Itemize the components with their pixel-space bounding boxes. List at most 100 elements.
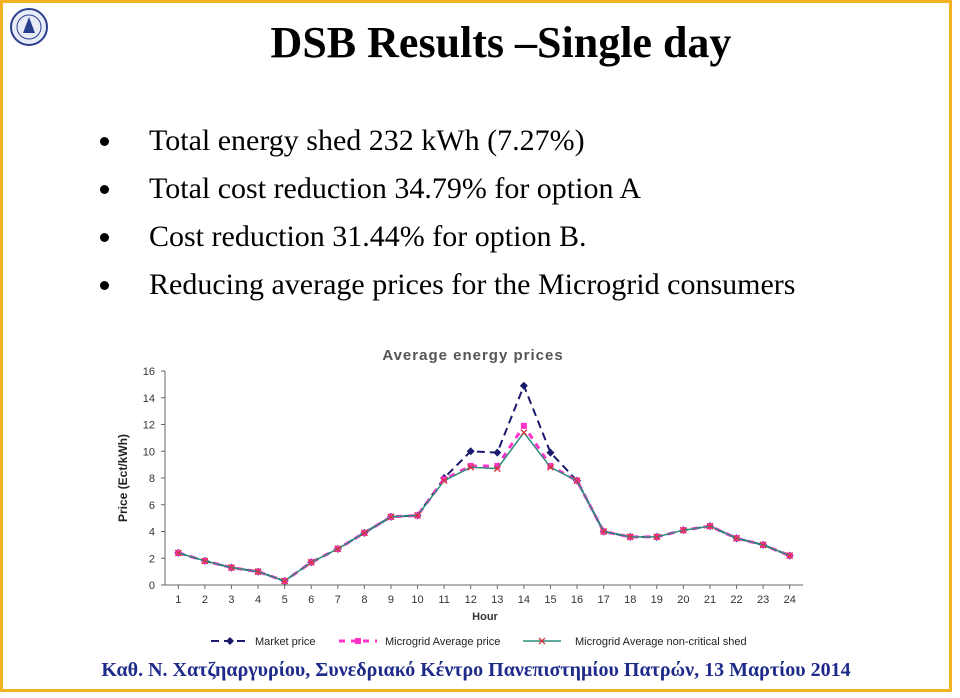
- x-tick-label: 6: [308, 594, 314, 606]
- x-tick-label: 11: [438, 594, 449, 606]
- data-point: [440, 477, 448, 485]
- x-tick-label: 17: [598, 594, 610, 606]
- y-tick-label: 16: [143, 366, 155, 378]
- data-point: [538, 637, 546, 645]
- series-line: [178, 431, 790, 582]
- bullet-dot-icon: [100, 137, 109, 146]
- x-tick-label: 3: [228, 594, 234, 606]
- x-tick-label: 18: [624, 594, 636, 606]
- data-point: [547, 462, 554, 469]
- legend-item: Microgrid Average non-critical shed: [523, 636, 747, 648]
- series-line: [177, 423, 791, 583]
- x-tick-label: 22: [730, 594, 742, 606]
- x-tick-label: 20: [677, 594, 689, 606]
- data-point: [441, 476, 448, 483]
- x-axis-label: Hour: [472, 611, 498, 623]
- y-tick-label: 14: [143, 393, 155, 405]
- data-point: [281, 577, 289, 585]
- data-point: [573, 477, 581, 485]
- x-tick-label: 16: [571, 594, 583, 606]
- data-point: [494, 462, 501, 469]
- data-point: [227, 564, 235, 572]
- data-point: [679, 526, 687, 534]
- legend-label: Microgrid Average price: [385, 636, 500, 648]
- y-tick-label: 10: [143, 446, 155, 458]
- data-point: [519, 381, 528, 390]
- bullet-text: Reducing average prices for the Microgri…: [149, 268, 796, 301]
- data-point: [467, 462, 474, 469]
- x-tick-label: 1: [175, 594, 181, 606]
- data-point: [626, 533, 634, 541]
- data-point: [600, 528, 608, 535]
- series-1: [174, 381, 794, 585]
- x-tick-label: 7: [335, 594, 341, 606]
- x-tick-label: 2: [202, 594, 208, 606]
- data-point: [493, 465, 501, 473]
- data-point: [546, 448, 555, 457]
- x-tick-label: 8: [361, 594, 367, 606]
- data-point: [174, 549, 182, 557]
- legend-label: Microgrid Average non-critical shed: [575, 636, 747, 648]
- bullet-item: Cost reduction 31.44% for option B.: [95, 213, 795, 261]
- x-tick-label: 23: [757, 594, 769, 606]
- bullet-text: Cost reduction 31.44% for option B.: [149, 220, 587, 253]
- bullet-item: Reducing average prices for the Microgri…: [95, 261, 795, 309]
- bullet-item: Total energy shed 232 kWh (7.27%): [95, 117, 795, 165]
- bullet-dot-icon: [100, 233, 109, 242]
- price-chart: Average energy prices Price (Ect/kWh) Ho…: [116, 347, 803, 648]
- chart-legend: Market price Microgrid Average price Micro…: [211, 636, 747, 648]
- data-point: [387, 513, 395, 521]
- series-line: [178, 382, 791, 583]
- legend-item: Microgrid Average price: [339, 636, 500, 648]
- x-tick-label: 10: [411, 594, 423, 606]
- legend-item: Market price: [211, 636, 316, 648]
- bullet-item: Total cost reduction 34.79% for option A: [95, 165, 795, 213]
- legend-label: Market price: [255, 636, 316, 648]
- data-point: [355, 638, 361, 644]
- x-tick-label: 5: [282, 594, 288, 606]
- bullet-text: Total energy shed 232 kWh (7.27%): [149, 124, 585, 157]
- data-point: [520, 422, 527, 429]
- y-tick-label: 4: [149, 527, 155, 539]
- x-tick-label: 9: [388, 594, 394, 606]
- series-layer: [174, 381, 794, 585]
- x-tick-label: 4: [255, 594, 261, 606]
- y-tick-label: 0: [149, 580, 155, 592]
- slide-title: DSB Results –Single day: [270, 18, 732, 67]
- data-point: [733, 534, 741, 542]
- bullet-list: Total energy shed 232 kWh (7.27%) Total …: [95, 117, 795, 309]
- data-point: [254, 568, 262, 576]
- series-3: [174, 429, 794, 585]
- y-tick-label: 8: [149, 473, 155, 485]
- data-point: [759, 541, 767, 549]
- x-tick-label: 14: [518, 594, 530, 606]
- data-point: [493, 448, 502, 457]
- y-axis-label: Price (Ect/kWh): [116, 434, 130, 522]
- data-point: [546, 463, 554, 471]
- data-point: [653, 533, 661, 541]
- data-point: [334, 545, 342, 553]
- data-point: [360, 529, 368, 537]
- x-tick-label: 13: [491, 594, 503, 606]
- data-point: [467, 463, 475, 471]
- x-tick-label: 12: [465, 594, 477, 606]
- data-point: [307, 558, 315, 566]
- data-point: [706, 522, 714, 530]
- university-seal-icon: [10, 8, 48, 46]
- x-tick-label: 15: [544, 594, 556, 606]
- footer-text: Καθ. Ν. Χατζηαργυρίου, Συνεδριακό Κέντρο…: [101, 659, 851, 681]
- data-point: [414, 511, 422, 519]
- y-tick-label: 12: [143, 420, 155, 432]
- data-point: [226, 637, 234, 645]
- x-tick-label: 19: [651, 594, 663, 606]
- bullet-dot-icon: [100, 281, 109, 290]
- y-tick-label: 6: [149, 500, 155, 512]
- bullet-text: Total cost reduction 34.79% for option A: [149, 172, 641, 205]
- bullet-dot-icon: [100, 185, 109, 194]
- data-point: [786, 552, 794, 560]
- y-tick-label: 2: [149, 553, 155, 565]
- x-tick-label: 24: [784, 594, 796, 606]
- data-point: [466, 447, 475, 456]
